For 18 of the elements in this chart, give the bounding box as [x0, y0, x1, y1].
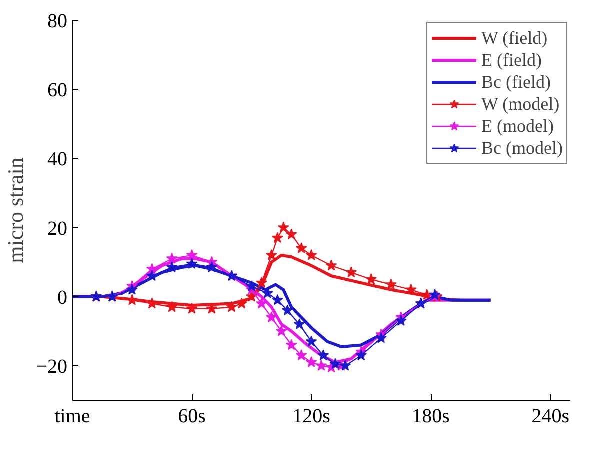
y-tick-label: 40 — [48, 148, 68, 171]
x-tick-label: 120s — [292, 406, 331, 428]
legend-label: E (model) — [482, 115, 554, 137]
legend-label: E (field) — [482, 49, 542, 71]
y-tick-label: 60 — [48, 80, 68, 102]
y-axis-title: micro strain — [3, 158, 28, 264]
legend-label: W (field) — [482, 27, 548, 49]
x-tick-label: 240s — [532, 406, 570, 428]
y-tick-label: −20 — [36, 356, 68, 378]
x-tick-label: time — [54, 406, 90, 428]
x-tick-label: 60s — [178, 406, 206, 428]
y-tick-label: 0 — [58, 286, 68, 309]
legend-label: Bc (field) — [482, 71, 551, 93]
legend-label: Bc (model) — [482, 137, 563, 159]
x-tick-label: 180s — [412, 406, 450, 428]
y-tick-label: 20 — [48, 218, 68, 240]
y-tick-label: 80 — [48, 10, 68, 32]
legend-label: W (model) — [482, 93, 560, 115]
